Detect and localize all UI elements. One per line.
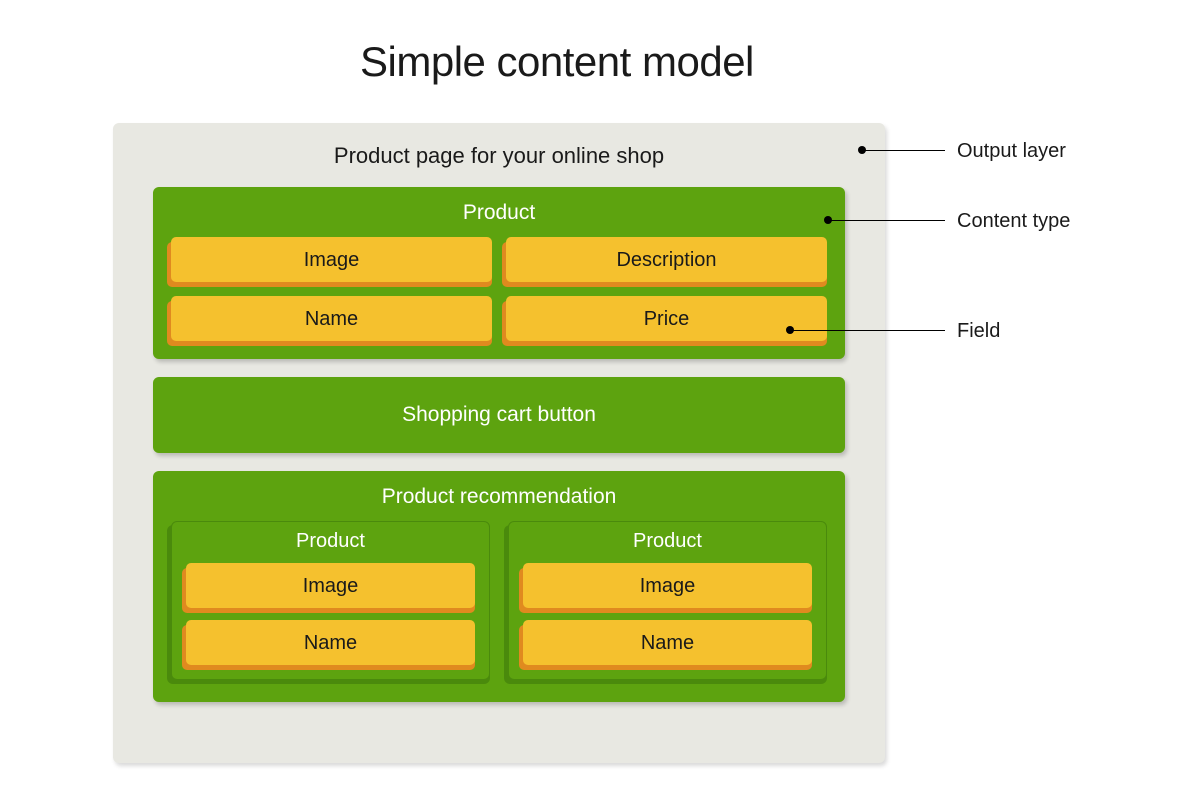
output-layer-label: Product page for your online shop (113, 123, 885, 187)
content-type-product-label: Product (171, 201, 827, 237)
annotation-label-2: Field (957, 320, 1000, 343)
annotation-label-0: Output layer (957, 140, 1066, 163)
content-type-recommendation-label: Product recommendation (171, 485, 827, 521)
field-price: Price (506, 296, 827, 341)
content-type-recommendation: Product recommendation Product Image Nam… (153, 471, 845, 702)
content-type-cart-button: Shopping cart button (153, 377, 845, 453)
diagram-title: Simple content model (360, 38, 754, 86)
annotation-label-1: Content type (957, 210, 1070, 233)
output-layer-box: Product page for your online shop Produc… (113, 123, 885, 763)
annotation-line-0 (862, 150, 945, 151)
product-fields-grid: Image Description Name Price (171, 237, 827, 341)
annotation-line-2 (790, 330, 945, 331)
nested-product-2-field-image: Image (523, 563, 812, 608)
field-name: Name (171, 296, 492, 341)
annotation-line-1 (828, 220, 945, 221)
nested-product-2-label: Product (523, 530, 812, 563)
recommendation-products-row: Product Image Name Product Image Name (171, 521, 827, 680)
field-description: Description (506, 237, 827, 282)
nested-product-1: Product Image Name (171, 521, 490, 680)
nested-product-1-field-image: Image (186, 563, 475, 608)
nested-product-1-field-name: Name (186, 620, 475, 665)
nested-product-1-label: Product (186, 530, 475, 563)
nested-product-2-field-name: Name (523, 620, 812, 665)
field-image: Image (171, 237, 492, 282)
nested-product-2: Product Image Name (508, 521, 827, 680)
content-type-product: Product Image Description Name Price (153, 187, 845, 359)
